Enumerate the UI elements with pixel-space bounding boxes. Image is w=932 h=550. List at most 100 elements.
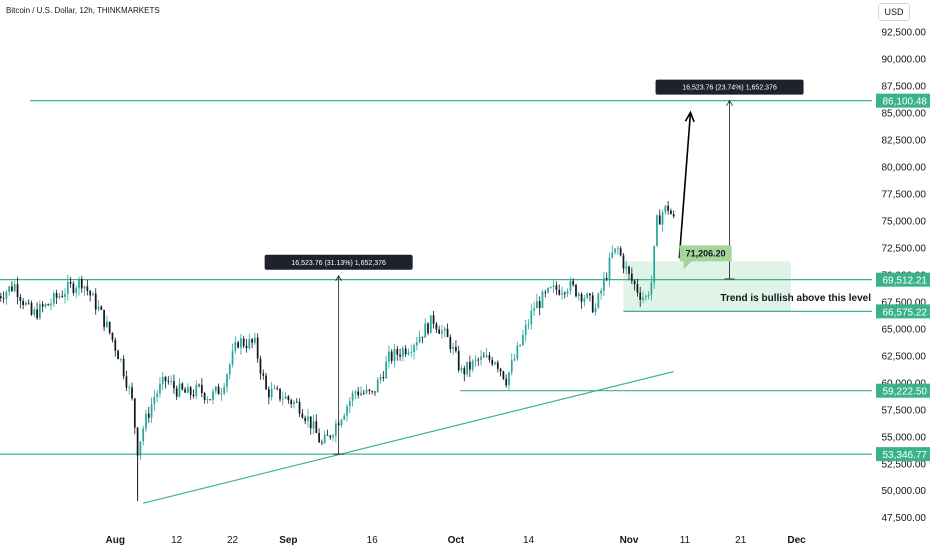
candle-body: [625, 266, 628, 269]
candle-body: [410, 352, 413, 353]
candle-body: [580, 293, 583, 302]
candle-body: [667, 205, 669, 211]
candle-body: [460, 368, 463, 371]
candle-body: [200, 384, 203, 394]
candle-body: [181, 383, 184, 390]
trend-annotation: Trend is bullish above this level: [720, 293, 871, 304]
candle-body: [494, 362, 496, 365]
candle-body: [502, 371, 505, 379]
candle-body: [164, 376, 167, 382]
candle-body: [664, 205, 667, 213]
candle-body: [413, 345, 415, 353]
candle-body: [150, 404, 153, 418]
candle-body: [298, 402, 301, 414]
candle-body: [642, 297, 644, 300]
candle-body: [80, 278, 83, 289]
candle-body: [346, 406, 348, 416]
y-tick-label: 55,000.00: [882, 432, 927, 443]
candle-body: [301, 413, 304, 418]
candle-body: [25, 302, 27, 305]
candle-body: [547, 287, 549, 293]
candle-body: [273, 388, 276, 389]
candle-body: [156, 393, 159, 397]
candle-body: [41, 304, 44, 307]
candle-body: [114, 339, 117, 351]
level-price-text: 53,346.77: [883, 450, 928, 461]
candle-body: [563, 292, 566, 294]
candle-body: [13, 284, 16, 291]
candle-body: [630, 273, 633, 281]
candle-body: [530, 310, 533, 325]
candle-body: [516, 345, 519, 359]
candle-body: [315, 421, 318, 434]
candle-body: [103, 309, 105, 328]
candle-body: [262, 373, 265, 376]
candle-body: [617, 248, 619, 250]
candle-body: [639, 292, 642, 300]
candle-body: [245, 345, 248, 349]
level-price-label: [876, 93, 930, 108]
candle-body: [572, 280, 575, 285]
candle-body: [499, 368, 502, 372]
candle-body: [622, 255, 625, 269]
candle-body: [441, 330, 443, 334]
candle-body: [281, 398, 284, 400]
candle-body: [119, 358, 122, 360]
candle-body: [195, 384, 198, 397]
candle-body: [427, 323, 429, 334]
candle-body: [265, 375, 267, 390]
level-price-label: [876, 304, 930, 319]
candle-body: [474, 359, 477, 361]
candle-body: [538, 301, 541, 308]
candle-body: [340, 419, 343, 426]
y-tick-label: 47,500.00: [882, 513, 927, 524]
candle-body: [488, 355, 491, 360]
candle-body: [670, 210, 672, 215]
candle-body: [307, 416, 309, 421]
candle-body: [100, 306, 103, 310]
y-tick-label: 85,000.00: [882, 109, 927, 120]
candle-body: [334, 423, 337, 436]
x-tick-label: 22: [227, 535, 239, 546]
candle-body: [159, 383, 161, 394]
candle-body: [644, 296, 647, 298]
y-tick-label: 50,000.00: [882, 486, 927, 497]
candle-body: [357, 391, 360, 396]
candle-body: [64, 294, 66, 297]
candle-body: [614, 248, 616, 253]
candle-body: [44, 304, 47, 307]
x-tick-label: Nov: [620, 535, 639, 546]
candle-body: [611, 252, 614, 258]
candle-body: [368, 389, 371, 392]
candle-body: [376, 379, 379, 393]
level-price-text: 59,222.50: [883, 387, 928, 398]
candle-body: [482, 356, 485, 358]
candle-body: [402, 348, 404, 357]
candle-body: [198, 384, 200, 386]
candle-body: [128, 387, 131, 389]
candle-body: [449, 337, 452, 350]
candle-body: [16, 284, 19, 298]
candle-body: [254, 337, 256, 343]
candle-body: [312, 421, 315, 429]
candle-body: [318, 433, 320, 443]
currency-selector[interactable]: USD: [878, 3, 910, 21]
level-price-text: 86,100.48: [883, 97, 928, 108]
candle-body: [175, 388, 178, 397]
candle-body: [248, 339, 251, 349]
candle-body: [541, 291, 544, 308]
candle-body: [508, 372, 510, 386]
candle-body: [536, 301, 538, 309]
candle-body: [178, 383, 181, 397]
candle-body: [650, 282, 653, 295]
candle-body: [184, 389, 186, 393]
candle-body: [415, 342, 418, 346]
candle-body: [78, 278, 80, 289]
candle-body: [636, 284, 639, 293]
candle-body: [279, 388, 281, 400]
candle-body: [36, 309, 38, 319]
candle-body: [524, 325, 527, 335]
candle-body: [139, 441, 142, 456]
candle-body: [214, 386, 217, 392]
